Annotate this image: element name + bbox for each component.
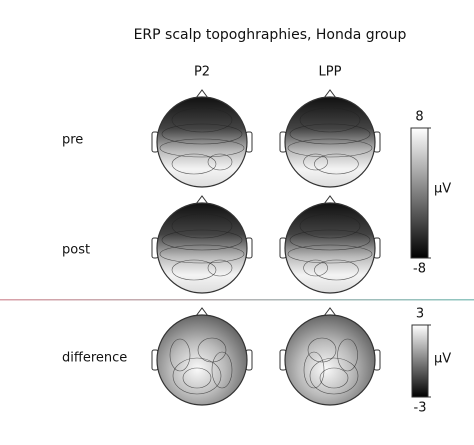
unit-label: μV (434, 182, 451, 197)
figure-title: ERP scalp topoghraphies, Honda group (134, 27, 407, 43)
contour (169, 338, 191, 372)
contour (159, 138, 245, 158)
contour (172, 357, 222, 395)
head (284, 96, 376, 188)
contour (319, 367, 349, 389)
colorbars: 8 -8 μV 3 -3 μV (410, 110, 451, 416)
separator (0, 299, 474, 301)
colorbar (410, 127, 429, 259)
contour (303, 259, 328, 277)
tick-label: -8 (413, 262, 426, 277)
contour (337, 338, 358, 372)
contour (287, 244, 373, 264)
nose (195, 89, 209, 99)
contour (211, 351, 233, 389)
contour (287, 138, 373, 158)
contour (289, 123, 371, 145)
contour (207, 259, 233, 277)
topographies (151, 89, 381, 406)
contour (289, 229, 371, 251)
tick-label: 3 (416, 307, 424, 322)
head (156, 202, 248, 294)
contour (197, 337, 227, 363)
contour (161, 123, 243, 145)
contour (307, 337, 337, 363)
nose (323, 307, 337, 317)
contour (299, 213, 361, 239)
head (284, 202, 376, 294)
head (156, 314, 248, 406)
contour (314, 153, 359, 175)
contour (159, 244, 245, 264)
column-label: P2 (194, 65, 210, 80)
contour (299, 107, 361, 133)
contour (171, 107, 233, 133)
contour (171, 153, 217, 175)
contour (314, 259, 359, 281)
row-label: post (62, 243, 90, 258)
colorbar (411, 324, 429, 398)
nose (195, 307, 209, 317)
contour (303, 153, 328, 171)
nose (323, 195, 337, 205)
tick-label: -3 (414, 401, 427, 416)
tick-label: 8 (415, 110, 423, 125)
contour (309, 357, 359, 395)
nose (323, 89, 337, 99)
row-label: difference (62, 351, 127, 366)
nose (195, 195, 209, 205)
unit-label: μV (434, 351, 451, 366)
head (156, 96, 248, 188)
contour (207, 153, 233, 171)
column-label: LPP (319, 65, 342, 80)
contour (171, 259, 217, 281)
contour (182, 367, 212, 389)
row-label: pre (62, 133, 83, 148)
contour (303, 351, 325, 389)
contour (171, 213, 233, 239)
contour (161, 229, 243, 251)
